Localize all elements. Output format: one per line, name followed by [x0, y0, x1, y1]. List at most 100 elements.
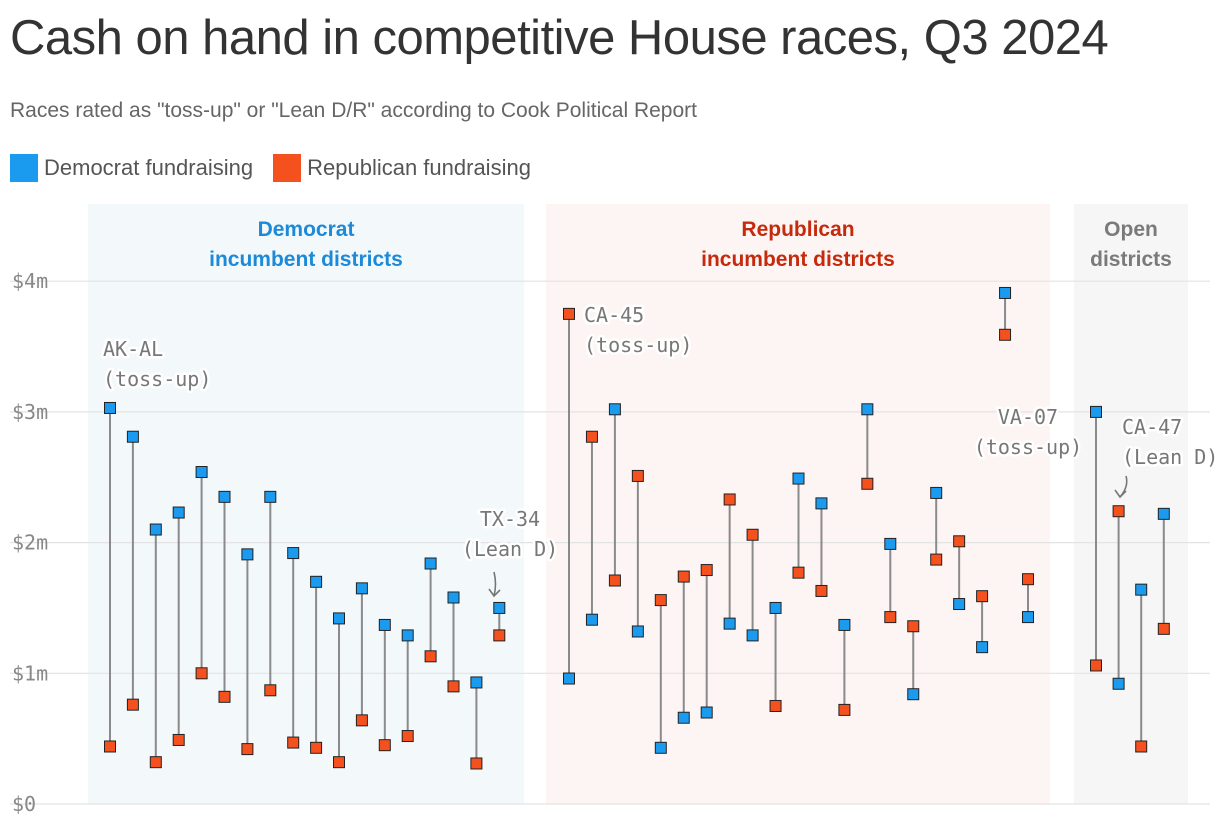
democrat-point [769, 601, 782, 614]
race-annotation: (Lean D) [1122, 445, 1218, 469]
republican-point [126, 698, 139, 711]
republican-point [287, 736, 300, 749]
annotation-arrowhead [1114, 489, 1127, 499]
democrat-point [608, 403, 621, 416]
race-annotation: VA-07 [998, 405, 1058, 429]
chart-subtitle: Races rated as "toss-up" or "Lean D/R" a… [10, 99, 697, 122]
democrat-point [104, 401, 116, 414]
democrat-point [355, 582, 368, 595]
panel-label-open: districts [1090, 248, 1172, 271]
chart-title: Cash on hand in competitive House races,… [10, 11, 1109, 65]
race-annotation: CA-47 [1122, 415, 1182, 439]
panel-label-democrat-incumbent: Democrat [258, 218, 355, 241]
panel-label-republican-incumbent: Republican [741, 218, 854, 241]
y-tick-label: $2m [12, 531, 48, 555]
republican-point [677, 570, 690, 583]
democrat-point [310, 575, 323, 588]
democrat-point [563, 672, 575, 685]
y-tick-label: $0 [12, 792, 36, 816]
democrat-point [723, 617, 736, 630]
republican-point [723, 493, 736, 506]
democrat-point [815, 497, 828, 510]
republican-point [447, 680, 460, 693]
democrat-point [631, 625, 644, 638]
republican-point [700, 564, 713, 577]
republican-point [355, 714, 368, 727]
republican-point [884, 611, 897, 624]
republican-point [264, 684, 277, 697]
legend-label-republican: Republican fundraising [307, 155, 531, 180]
democrat-point [585, 613, 598, 626]
democrat-point [333, 612, 345, 625]
republican-point [424, 650, 437, 663]
republican-point [493, 629, 506, 642]
democrat-point [172, 506, 185, 519]
democrat-point [976, 641, 989, 654]
republican-point [746, 528, 759, 541]
legend-swatch-republican [273, 154, 302, 182]
republican-point [608, 574, 621, 587]
democrat-point [677, 711, 690, 724]
democrat-point [654, 741, 667, 754]
democrat-point [700, 706, 713, 719]
panel-label-democrat-incumbent: incumbent districts [209, 248, 403, 271]
republican-point [585, 430, 598, 443]
race-annotation: (toss-up) [584, 333, 692, 357]
legend-swatch-democrat [10, 154, 38, 182]
legend-label-democrat: Democrat fundraising [44, 155, 254, 180]
legend-item-democrat: Democrat fundraising [10, 154, 253, 182]
y-tick-label: $1m [12, 661, 48, 685]
republican-point [563, 307, 575, 320]
democrat-point [1157, 507, 1170, 520]
democrat-point [195, 466, 208, 479]
republican-point [310, 741, 323, 754]
republican-point [470, 757, 483, 770]
democrat-point [907, 688, 920, 701]
democrat-point [999, 286, 1012, 299]
democrat-point [424, 557, 437, 570]
democrat-point [792, 472, 805, 485]
republican-point [241, 743, 254, 756]
republican-point [149, 756, 162, 769]
democrat-point [241, 548, 254, 561]
democrat-point [930, 486, 943, 499]
democrat-point [1135, 583, 1148, 596]
race-annotation: CA-45 [584, 303, 644, 327]
democrat-point [149, 523, 162, 536]
panel-background-democrat-incumbent [88, 204, 524, 804]
y-tick-label: $4m [12, 269, 48, 293]
race-annotation: TX-34 [480, 507, 540, 531]
democrat-point [493, 601, 506, 614]
republican-point [401, 730, 414, 743]
republican-point [999, 328, 1012, 341]
republican-point [1022, 573, 1034, 586]
republican-point [815, 584, 828, 597]
republican-point [930, 553, 943, 566]
annotation-arrowhead [488, 588, 501, 598]
democrat-point [884, 537, 897, 550]
panel-background-open [1074, 204, 1188, 804]
republican-point [861, 477, 874, 490]
annotation-arrow [493, 571, 497, 597]
republican-point [333, 756, 345, 769]
democrat-point [838, 618, 851, 631]
republican-point [769, 699, 782, 712]
democrat-point [1022, 611, 1034, 624]
democrat-point [746, 629, 759, 642]
democrat-point [378, 618, 391, 631]
republican-point [104, 740, 116, 753]
race-annotation: (toss-up) [974, 435, 1082, 459]
republican-point [172, 733, 185, 746]
democrat-point [287, 547, 300, 560]
republican-point [378, 739, 391, 752]
race-annotation: AK-AL [103, 337, 163, 361]
republican-point [195, 667, 208, 680]
democrat-point [861, 403, 874, 416]
republican-point [631, 469, 644, 482]
democrat-point [447, 591, 460, 604]
democrat-point [264, 490, 277, 503]
republican-point [953, 535, 966, 548]
republican-point [792, 566, 805, 579]
panel-label-republican-incumbent: incumbent districts [701, 248, 895, 271]
